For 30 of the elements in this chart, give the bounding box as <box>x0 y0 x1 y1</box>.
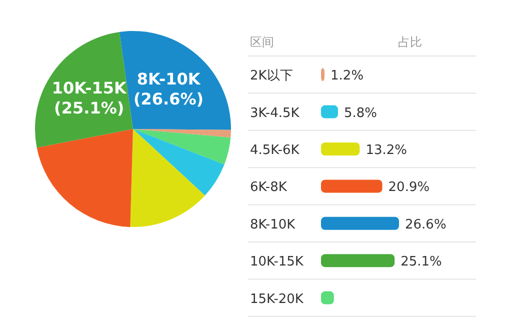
data-label: 26.6% <box>405 217 446 232</box>
y-tick-label: 6K-8K <box>250 180 288 196</box>
bar <box>321 142 360 156</box>
y-tick-label: 2K以下 <box>250 68 293 84</box>
slice-label: 10K-15K <box>52 78 128 98</box>
y-axis-title: 区间 <box>250 35 274 49</box>
data-label: 13.2% <box>366 143 408 158</box>
bar <box>321 105 338 118</box>
y-tick-label: 3K-4.5K <box>250 106 300 121</box>
pie-slice <box>130 129 205 227</box>
slice-label: 8K-10K <box>136 69 201 88</box>
data-label: (25.1%) <box>54 98 124 118</box>
pie-slice <box>133 129 224 196</box>
pie-slice <box>133 129 231 165</box>
y-tick-label: 4.5K-6K <box>250 143 300 158</box>
pie-slice <box>133 129 231 138</box>
y-tick-label: 8K-10K <box>250 217 296 232</box>
data-label: 20.9% <box>388 180 430 196</box>
bar <box>321 291 334 304</box>
data-label: 5.8% <box>344 106 378 121</box>
data-label: (26.6%) <box>133 89 204 108</box>
pie-slice <box>36 129 133 227</box>
bar <box>321 254 395 268</box>
data-label: 1.2% <box>330 68 364 84</box>
bar <box>321 216 399 230</box>
y-tick-label: 10K-15K <box>250 254 304 270</box>
text: 占比 <box>398 35 422 49</box>
data-label: 25.1% <box>400 254 442 270</box>
y-tick-label: 15K-20K <box>250 292 304 307</box>
bar <box>321 180 382 193</box>
